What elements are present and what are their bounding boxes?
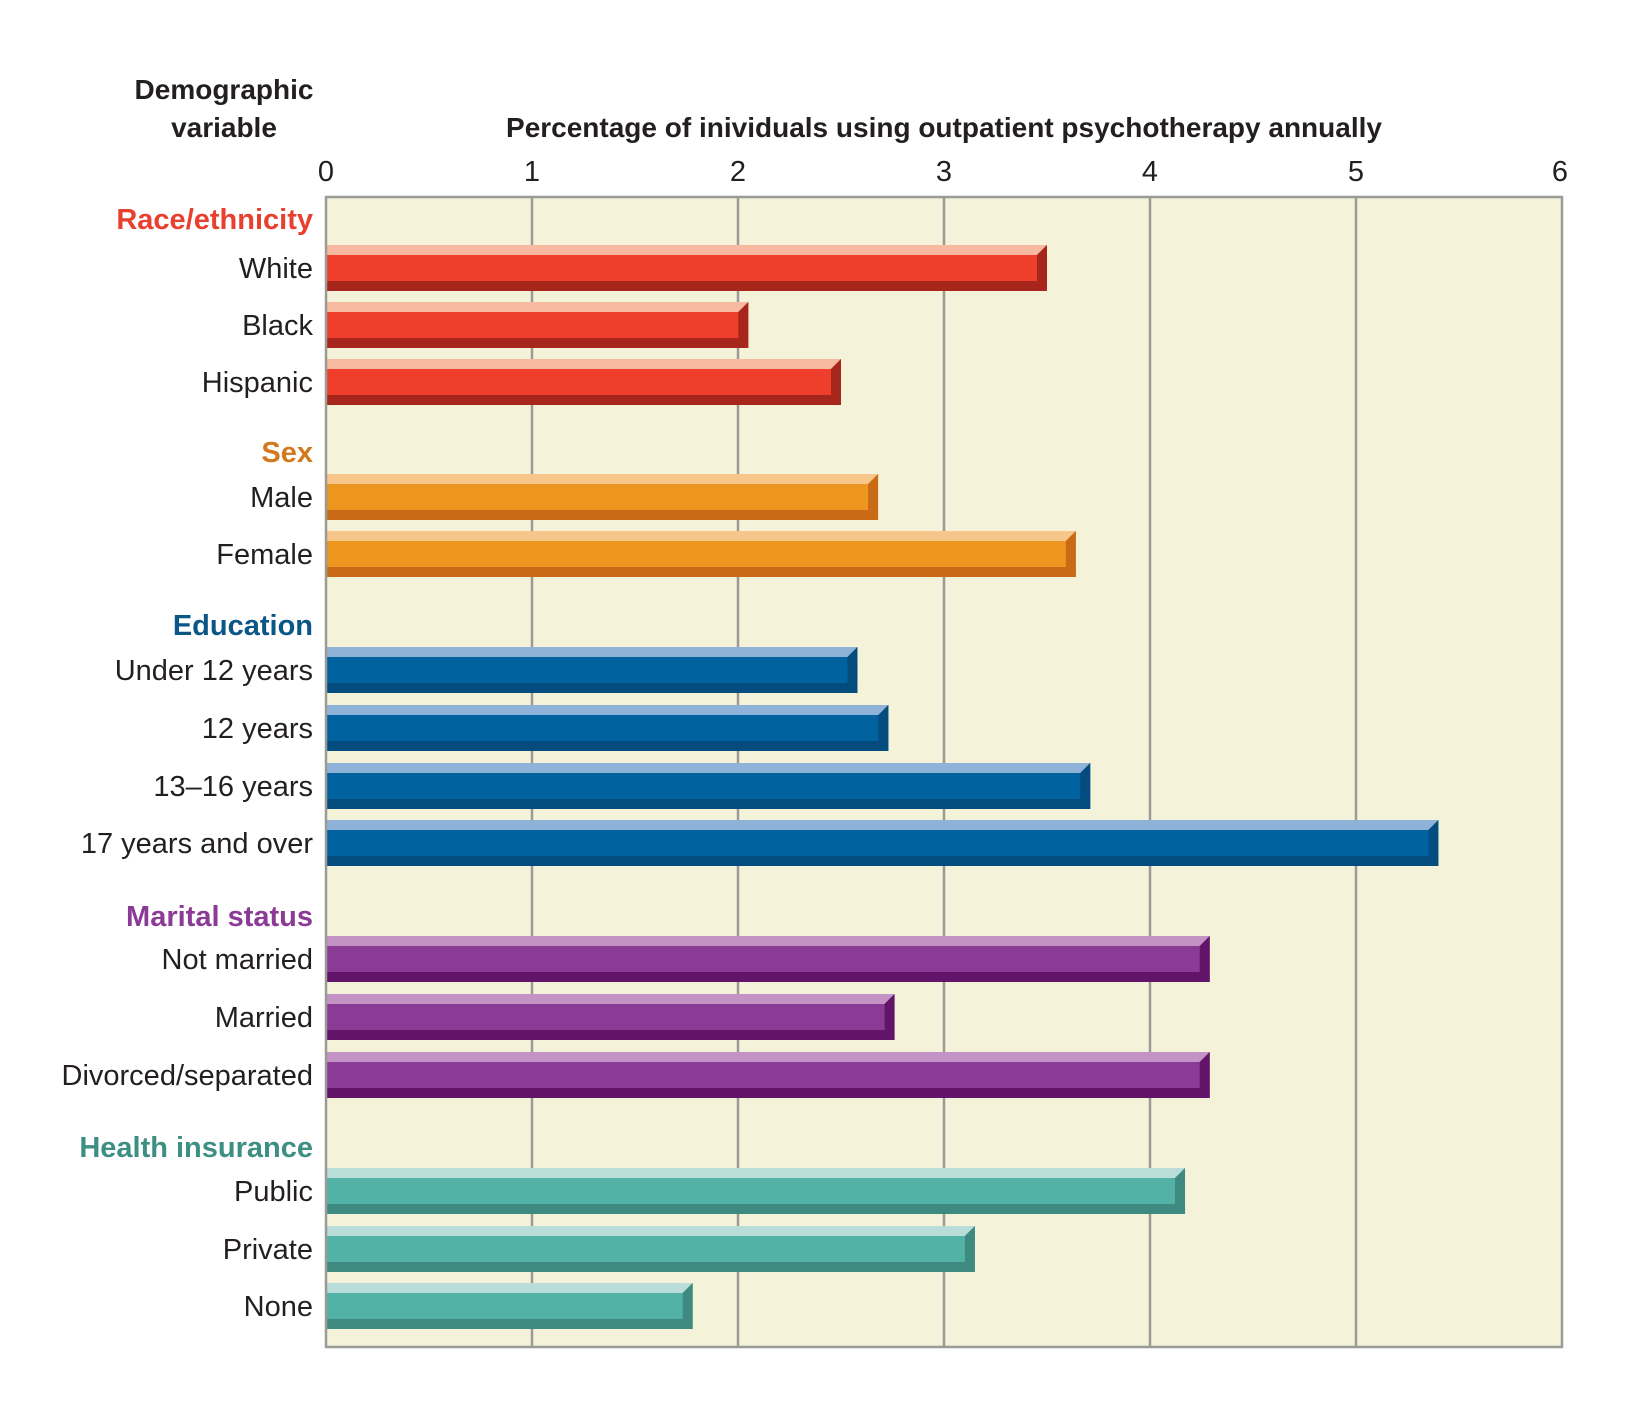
bar-top-bevel xyxy=(326,763,1091,773)
bar-bottom-shade xyxy=(326,856,1439,866)
group-header: Race/ethnicity xyxy=(116,204,313,236)
bar-top-bevel xyxy=(326,994,895,1004)
category-label: 17 years and over xyxy=(81,828,313,860)
bar-end-cap xyxy=(1080,763,1091,809)
bar-bottom-shade xyxy=(326,338,749,348)
bar-end-cap xyxy=(682,1283,693,1329)
category-labels: Race/ethnicity White Black Hispanic Sex Male F… xyxy=(62,204,314,1323)
bar-end-cap xyxy=(878,705,889,751)
bar xyxy=(326,820,1439,866)
category-label: Private xyxy=(223,1234,313,1266)
x-tick-label: 2 xyxy=(730,156,746,188)
bar-end-cap xyxy=(1065,531,1076,577)
bar-top-bevel xyxy=(326,245,1047,255)
category-label: Married xyxy=(215,1002,313,1034)
bar-end-cap xyxy=(868,474,879,520)
bar xyxy=(326,1283,693,1329)
category-label: Divorced/separated xyxy=(62,1060,313,1092)
bar-top-bevel xyxy=(326,936,1210,946)
bar-top-bevel xyxy=(326,1226,975,1236)
bar-bottom-shade xyxy=(326,1088,1210,1098)
bar-top-bevel xyxy=(326,705,889,715)
bar-end-cap xyxy=(831,359,841,405)
bar-bottom-shade xyxy=(326,972,1210,982)
bar-bottom-shade xyxy=(326,1262,975,1272)
category-label: None xyxy=(244,1291,313,1323)
bar-end-cap xyxy=(1175,1168,1186,1214)
bar xyxy=(326,936,1210,982)
bar-bottom-shade xyxy=(326,1204,1186,1214)
x-axis-ticks: 0 1 2 3 4 5 6 xyxy=(318,156,1568,188)
bar-bottom-shade xyxy=(326,741,889,751)
x-tick-label: 4 xyxy=(1142,156,1158,188)
x-tick-label: 5 xyxy=(1348,156,1364,188)
x-tick-label: 3 xyxy=(936,156,952,188)
category-label: Hispanic xyxy=(202,367,313,399)
group-header: Health insurance xyxy=(79,1132,313,1164)
bar-top-bevel xyxy=(326,474,879,484)
bar-end-cap xyxy=(1037,245,1047,291)
x-tick-label: 0 xyxy=(318,156,334,188)
category-label: Under 12 years xyxy=(115,655,313,687)
category-label: 13–16 years xyxy=(153,771,313,803)
bar-top-bevel xyxy=(326,1052,1210,1062)
bar xyxy=(326,1168,1186,1214)
bars xyxy=(326,245,1439,1329)
y-axis-title-line1: Demographic xyxy=(135,74,314,105)
bar-bottom-shade xyxy=(326,567,1076,577)
group-header: Sex xyxy=(261,437,313,469)
category-label: Not married xyxy=(162,944,314,976)
bar xyxy=(326,531,1076,577)
bar-bottom-shade xyxy=(326,510,879,520)
bar-bottom-shade xyxy=(326,683,858,693)
bar xyxy=(326,359,841,405)
group-header: Education xyxy=(173,610,313,642)
category-label: Male xyxy=(250,482,313,514)
bar-top-bevel xyxy=(326,359,841,369)
x-axis-title: Percentage of inividuals using outpatien… xyxy=(506,112,1382,143)
bar-end-cap xyxy=(1199,936,1210,982)
bar-bottom-shade xyxy=(326,281,1047,291)
y-axis-title-line2: variable xyxy=(171,112,277,143)
bar-end-cap xyxy=(1428,820,1439,866)
bar xyxy=(326,302,749,348)
bar-top-bevel xyxy=(326,302,749,312)
category-label: 12 years xyxy=(202,713,313,745)
group-header: Marital status xyxy=(126,901,313,933)
bar xyxy=(326,1226,975,1272)
bar xyxy=(326,763,1091,809)
x-tick-label: 6 xyxy=(1552,156,1568,188)
bar-end-cap xyxy=(884,994,895,1040)
bar-top-bevel xyxy=(326,1283,693,1293)
bar xyxy=(326,1052,1210,1098)
bar-bottom-shade xyxy=(326,1319,693,1329)
bar-top-bevel xyxy=(326,531,1076,541)
bar-bottom-shade xyxy=(326,799,1091,809)
bar-bottom-shade xyxy=(326,395,841,405)
bar xyxy=(326,647,858,693)
bar xyxy=(326,474,879,520)
x-tick-label: 1 xyxy=(524,156,540,188)
bar-top-bevel xyxy=(326,647,858,657)
category-label: White xyxy=(239,253,313,285)
bar-top-bevel xyxy=(326,1168,1186,1178)
bar xyxy=(326,994,895,1040)
bar-end-cap xyxy=(847,647,858,693)
bar-end-cap xyxy=(738,302,749,348)
bar xyxy=(326,245,1047,291)
bar-bottom-shade xyxy=(326,1030,895,1040)
bar-top-bevel xyxy=(326,820,1439,830)
category-label: Black xyxy=(242,310,313,342)
bar-end-cap xyxy=(964,1226,975,1272)
bar-end-cap xyxy=(1199,1052,1210,1098)
category-label: Public xyxy=(234,1176,313,1208)
category-label: Female xyxy=(216,539,313,571)
bar xyxy=(326,705,889,751)
plot-frame xyxy=(324,195,1564,1349)
